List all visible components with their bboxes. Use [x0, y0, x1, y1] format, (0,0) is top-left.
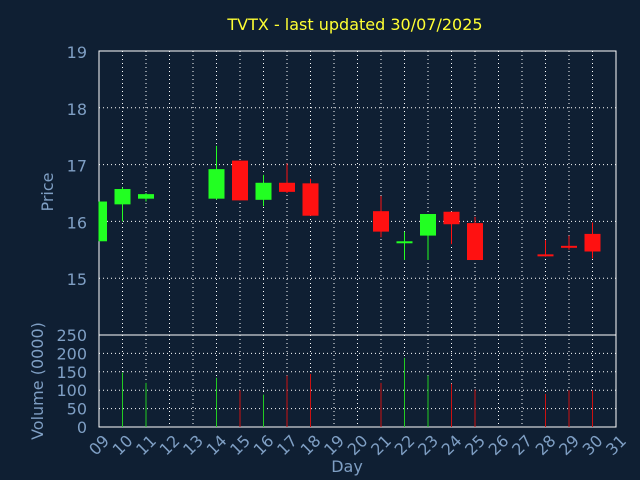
price-panel: 15 16 17 18 19 — [67, 43, 617, 336]
price-tick-label: 19 — [67, 43, 87, 62]
candle-body — [279, 182, 295, 192]
candle-body — [232, 160, 248, 201]
x-axis-label: Day — [331, 457, 363, 476]
candle-body — [99, 201, 107, 242]
price-tick-label: 15 — [67, 270, 87, 289]
candle-body — [443, 211, 460, 225]
candle-body — [373, 211, 389, 232]
volume-tick-label: 100 — [56, 381, 87, 400]
candle-body — [114, 189, 131, 205]
candle-body — [208, 169, 225, 199]
candle-body — [467, 223, 483, 261]
candle-body — [584, 233, 601, 252]
x-tick-labels: 0910111213141516171819202122232425262728… — [85, 431, 630, 459]
volume-tick-label: 250 — [56, 326, 87, 345]
candle-body — [138, 194, 154, 199]
x-tick-label: 31 — [602, 431, 630, 459]
candle-body — [537, 254, 554, 257]
candle-body — [255, 182, 272, 200]
price-tick-label: 16 — [67, 213, 87, 232]
volume-tick-label: 150 — [56, 363, 87, 382]
price-tick-label: 18 — [67, 100, 87, 119]
price-axis-label: Price — [38, 172, 57, 211]
chart-title: TVTX - last updated 30/07/2025 — [226, 15, 482, 34]
price-tick-label: 17 — [67, 157, 87, 176]
volume-panel-frame — [98, 334, 617, 428]
candle-body — [302, 183, 319, 216]
candle-body — [396, 241, 413, 244]
volume-tick-label: 0 — [77, 418, 87, 437]
candle-body — [561, 245, 577, 248]
volume-tick-label: 200 — [56, 344, 87, 363]
volume-tick-label: 50 — [67, 400, 87, 419]
volume-axis-label: Volume (0000) — [28, 322, 47, 440]
price-panel-frame — [98, 50, 617, 336]
candle-body — [420, 214, 436, 236]
